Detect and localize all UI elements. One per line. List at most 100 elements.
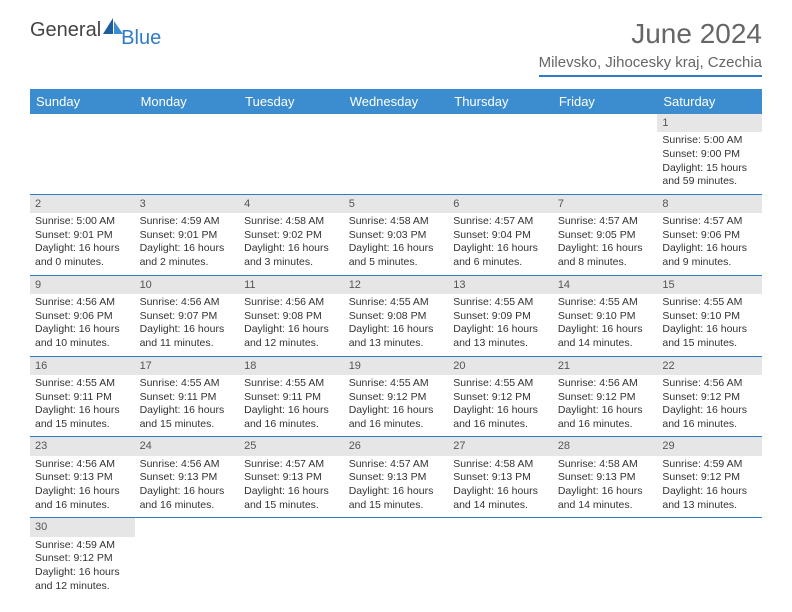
calendar-day-cell: [30, 114, 135, 194]
daylight-text: Daylight: 16 hours and 16 minutes.: [35, 485, 130, 512]
sunrise-text: Sunrise: 4:57 AM: [349, 458, 444, 472]
day-number: 23: [30, 437, 135, 455]
calendar-day-cell: 19Sunrise: 4:55 AMSunset: 9:12 PMDayligh…: [344, 356, 449, 437]
sunrise-text: Sunrise: 4:56 AM: [140, 458, 235, 472]
sunset-text: Sunset: 9:11 PM: [140, 391, 235, 405]
calendar-day-cell: [135, 114, 240, 194]
calendar-day-cell: [344, 114, 449, 194]
daylight-text: Daylight: 16 hours and 16 minutes.: [244, 404, 339, 431]
calendar-day-cell: 24Sunrise: 4:56 AMSunset: 9:13 PMDayligh…: [135, 437, 240, 518]
page-title: June 2024: [539, 18, 762, 50]
day-number: 10: [135, 276, 240, 294]
day-number: 6: [448, 195, 553, 213]
calendar-day-cell: 15Sunrise: 4:55 AMSunset: 9:10 PMDayligh…: [657, 275, 762, 356]
sunset-text: Sunset: 9:01 PM: [140, 229, 235, 243]
sunrise-text: Sunrise: 4:55 AM: [35, 377, 130, 391]
sunset-text: Sunset: 9:11 PM: [244, 391, 339, 405]
sunset-text: Sunset: 9:12 PM: [558, 391, 653, 405]
sunrise-text: Sunrise: 4:56 AM: [140, 296, 235, 310]
sunrise-text: Sunrise: 4:58 AM: [244, 215, 339, 229]
title-block: June 2024 Milevsko, Jihocesky kraj, Czec…: [539, 18, 762, 77]
daylight-text: Daylight: 16 hours and 16 minutes.: [558, 404, 653, 431]
calendar-day-cell: 26Sunrise: 4:57 AMSunset: 9:13 PMDayligh…: [344, 437, 449, 518]
weekday-header: Monday: [135, 89, 240, 114]
sunset-text: Sunset: 9:08 PM: [349, 310, 444, 324]
calendar-day-cell: 14Sunrise: 4:55 AMSunset: 9:10 PMDayligh…: [553, 275, 658, 356]
daylight-text: Daylight: 16 hours and 16 minutes.: [662, 404, 757, 431]
day-number: 9: [30, 276, 135, 294]
logo-text-blue: Blue: [121, 27, 161, 50]
daylight-text: Daylight: 16 hours and 2 minutes.: [140, 242, 235, 269]
sunset-text: Sunset: 9:00 PM: [662, 148, 757, 162]
day-number: 8: [657, 195, 762, 213]
sunset-text: Sunset: 9:10 PM: [662, 310, 757, 324]
weekday-header: Wednesday: [344, 89, 449, 114]
sunset-text: Sunset: 9:04 PM: [453, 229, 548, 243]
sunrise-text: Sunrise: 4:55 AM: [453, 296, 548, 310]
weekday-header: Thursday: [448, 89, 553, 114]
calendar-day-cell: 13 Sunrise: 4:55 AMSunset: 9:09 PMDayligh…: [448, 275, 553, 356]
sunrise-text: Sunrise: 4:59 AM: [35, 539, 130, 553]
calendar-day-cell: [135, 518, 240, 598]
day-number: 7: [553, 195, 658, 213]
calendar-day-cell: [239, 518, 344, 598]
sunset-text: Sunset: 9:12 PM: [662, 391, 757, 405]
calendar-day-cell: [239, 114, 344, 194]
sunset-text: Sunset: 9:11 PM: [35, 391, 130, 405]
daylight-text: Daylight: 16 hours and 14 minutes.: [453, 485, 548, 512]
sunset-text: Sunset: 9:02 PM: [244, 229, 339, 243]
day-number: 15: [657, 276, 762, 294]
sunrise-text: Sunrise: 5:00 AM: [662, 134, 757, 148]
day-number: 11: [239, 276, 344, 294]
sunset-text: Sunset: 9:12 PM: [662, 471, 757, 485]
calendar-day-cell: 28Sunrise: 4:58 AMSunset: 9:13 PMDayligh…: [553, 437, 658, 518]
sunrise-text: Sunrise: 4:55 AM: [140, 377, 235, 391]
sunset-text: Sunset: 9:05 PM: [558, 229, 653, 243]
sunrise-text: Sunrise: 5:00 AM: [35, 215, 130, 229]
sunrise-text: Sunrise: 4:57 AM: [662, 215, 757, 229]
sunset-text: Sunset: 9:06 PM: [35, 310, 130, 324]
daylight-text: Daylight: 16 hours and 15 minutes.: [35, 404, 130, 431]
calendar-day-cell: 18Sunrise: 4:55 AMSunset: 9:11 PMDayligh…: [239, 356, 344, 437]
sunset-text: Sunset: 9:12 PM: [349, 391, 444, 405]
calendar-week-row: 2Sunrise: 5:00 AMSunset: 9:01 PMDaylight…: [30, 194, 762, 275]
day-number: 14: [553, 276, 658, 294]
sunrise-text: Sunrise: 4:59 AM: [140, 215, 235, 229]
day-number: 13: [448, 276, 553, 294]
day-number: 4: [239, 195, 344, 213]
day-number: 26: [344, 437, 449, 455]
sunset-text: Sunset: 9:09 PM: [453, 310, 548, 324]
weekday-header-row: Sunday Monday Tuesday Wednesday Thursday…: [30, 89, 762, 114]
calendar-day-cell: [553, 114, 658, 194]
calendar-day-cell: 27Sunrise: 4:58 AMSunset: 9:13 PMDayligh…: [448, 437, 553, 518]
calendar-week-row: 1Sunrise: 5:00 AMSunset: 9:00 PMDaylight…: [30, 114, 762, 194]
day-number: 30: [30, 518, 135, 536]
sunrise-text: Sunrise: 4:55 AM: [662, 296, 757, 310]
daylight-text: Daylight: 16 hours and 5 minutes.: [349, 242, 444, 269]
sunset-text: Sunset: 9:13 PM: [558, 471, 653, 485]
calendar-day-cell: 17Sunrise: 4:55 AMSunset: 9:11 PMDayligh…: [135, 356, 240, 437]
sunset-text: Sunset: 9:12 PM: [35, 552, 130, 566]
daylight-text: Daylight: 16 hours and 15 minutes.: [244, 485, 339, 512]
daylight-text: Daylight: 16 hours and 15 minutes.: [349, 485, 444, 512]
calendar-day-cell: 16 Sunrise: 4:55 AMSunset: 9:11 PMDayligh…: [30, 356, 135, 437]
weekday-header: Friday: [553, 89, 658, 114]
calendar-day-cell: 29Sunrise: 4:59 AMSunset: 9:12 PMDayligh…: [657, 437, 762, 518]
daylight-text: Daylight: 16 hours and 16 minutes.: [140, 485, 235, 512]
day-number: 16: [30, 357, 135, 375]
calendar-day-cell: 7Sunrise: 4:57 AMSunset: 9:05 PMDaylight…: [553, 194, 658, 275]
sunrise-text: Sunrise: 4:55 AM: [349, 377, 444, 391]
sunrise-text: Sunrise: 4:56 AM: [662, 377, 757, 391]
daylight-text: Daylight: 16 hours and 9 minutes.: [662, 242, 757, 269]
sunrise-text: Sunrise: 4:55 AM: [558, 296, 653, 310]
day-number: 17: [135, 357, 240, 375]
daylight-text: Daylight: 16 hours and 13 minutes.: [453, 323, 548, 350]
day-number: 22: [657, 357, 762, 375]
day-number: 1: [657, 114, 762, 132]
daylight-text: Daylight: 16 hours and 14 minutes.: [558, 323, 653, 350]
day-number: 19: [344, 357, 449, 375]
sunrise-text: Sunrise: 4:56 AM: [35, 458, 130, 472]
weekday-header: Sunday: [30, 89, 135, 114]
sunset-text: Sunset: 9:13 PM: [453, 471, 548, 485]
day-number: 29: [657, 437, 762, 455]
